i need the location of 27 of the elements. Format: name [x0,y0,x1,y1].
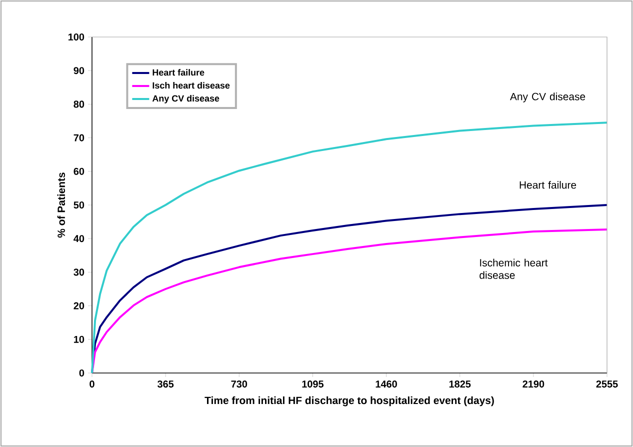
x-tick-label: 1460 [376,380,397,388]
y-tick-label: 0 [79,369,84,377]
y-tick-label: 30 [74,268,84,276]
y-tick-label: 20 [74,302,84,310]
legend-label: Heart failure [152,69,204,76]
annotation: Ischemic heart disease [480,258,548,279]
x-tick-label: 2555 [596,380,618,388]
x-axis-title: Time from initial HF discharge to hospitalized event (days) [204,396,494,406]
annotation: Heart failure [520,181,576,189]
y-tick-label: 10 [74,336,84,343]
y-tick-label: 100 [68,33,84,41]
x-tick-label: 1095 [302,380,324,388]
legend-label: Isch heart disease [152,82,230,89]
x-tick-label: 730 [231,380,248,388]
x-tick-label: 1825 [449,380,471,388]
y-tick-label: 40 [74,235,84,242]
x-tick-label: 365 [157,380,174,388]
legend-label: Any CV disease [152,95,220,104]
y-tick-label: 60 [74,168,84,175]
y-tick-label: 90 [74,67,84,74]
y-tick-label: 70 [74,134,84,142]
y-tick-label: 50 [74,201,84,209]
x-tick-label: 0 [90,380,94,388]
x-tick-label: 2190 [522,380,544,388]
y-tick-label: 80 [74,100,84,108]
annotation: Any CV disease [510,92,586,102]
y-axis-title: % of Patients [57,172,66,238]
